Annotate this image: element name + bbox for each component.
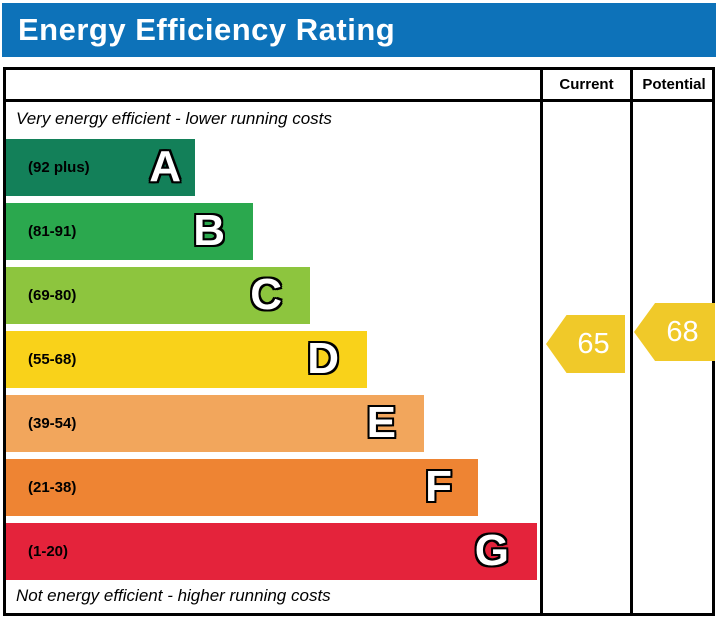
band-row-d: (55-68) D (6, 331, 367, 388)
band-range-label: (69-80) (28, 287, 77, 304)
band-range-label: (92 plus) (28, 159, 90, 176)
potential-column-divider (630, 67, 633, 616)
caption-not-efficient: Not energy efficient - higher running co… (16, 586, 331, 605)
band-letter: B (193, 205, 225, 255)
band-range-label: (21-38) (28, 479, 77, 496)
band-letter: D (307, 333, 339, 383)
potential-rating-value: 68 (666, 315, 699, 348)
current-column-divider (540, 67, 543, 616)
band-row-c: (69-80) C (6, 267, 310, 324)
band-range-label: (39-54) (28, 415, 77, 432)
band-row-a: (92 plus) A (6, 139, 195, 196)
band-row-g: (1-20) G (6, 523, 537, 580)
header-underline (3, 99, 715, 102)
column-header-current: Current (559, 76, 614, 93)
title-bar: Energy Efficiency Rating (2, 3, 716, 57)
caption-very-efficient: Very energy efficient - lower running co… (16, 109, 332, 128)
band-range-label: (55-68) (28, 351, 77, 368)
column-header-potential: Potential (642, 76, 706, 93)
band-range-label: (1-20) (28, 543, 69, 560)
band-row-f: (21-38) F (6, 459, 478, 516)
band-row-b: (81-91) B (6, 203, 253, 260)
page-title: Energy Efficiency Rating (18, 12, 396, 47)
band-letter: A (149, 141, 181, 191)
band-letter: C (250, 269, 282, 319)
band-letter: G (474, 525, 509, 575)
band-letter: E (366, 397, 396, 447)
band-row-e: (39-54) E (6, 395, 424, 452)
band-range-label: (81-91) (28, 223, 77, 240)
current-rating-value: 65 (577, 327, 610, 360)
band-letter: F (425, 461, 452, 511)
